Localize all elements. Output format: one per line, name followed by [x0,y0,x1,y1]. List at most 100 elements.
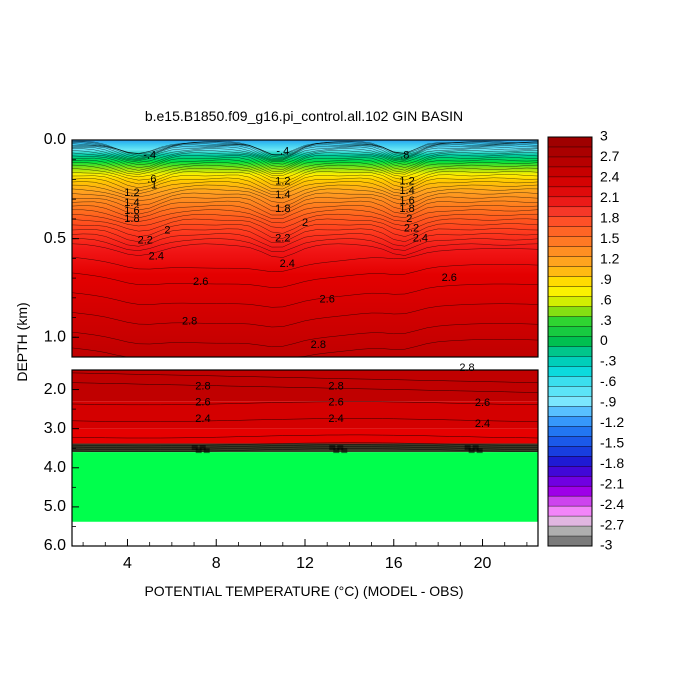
chart-title: b.e15.B1850.f09_g16.pi_control.all.102 G… [145,108,463,124]
upper-contour-line [71,228,539,243]
upper-contour-line [71,223,539,239]
depth-band [72,452,538,522]
contour-label: 2.2 [138,235,153,247]
colorbar-frame [547,136,593,547]
colorbar-swatch [547,396,593,407]
upper-contour-line [71,243,539,258]
upper-contour-line [71,177,539,193]
contour-label-cluster [203,448,210,454]
colorbar-swatch [547,146,593,158]
upper-contour-line [71,140,539,155]
colorbar-label: .3 [600,312,612,328]
upper-contour-line [71,248,539,273]
colorbar-swatch [547,246,593,258]
contour-label: 2.8 [195,380,210,392]
upper-contour-line [71,154,539,170]
contour-label: 1.4 [124,197,139,209]
colorbar-label: -.6 [600,373,617,389]
depth-band [72,370,538,402]
lower-contour-labels: 2.8 2.6 2.4 2.8 2.6 2.4 2.8 2.6 2.4 [195,362,490,430]
upper-contour-line [71,200,539,216]
colorbar-label: .9 [600,271,612,287]
upper-y-ticks: 0.0 0.5 1.0 [44,131,79,358]
upper-contour-line [71,181,539,195]
upper-contour-line [71,161,539,176]
contour-label: 2.2 [404,223,419,235]
contour-label: 1.8 [399,203,414,215]
contour-label: 1.6 [124,205,139,217]
contour-label: 1.2 [275,175,290,187]
colorbar-swatch [547,386,593,397]
contour-label: 2.4 [280,258,295,270]
colorbar-label: -1.2 [600,414,624,430]
colorbar-swatch [547,465,593,477]
upper-frame [71,139,539,358]
contour-label: 1.4 [399,185,414,197]
colorbar-swatch [547,535,593,547]
colorbar-label: -1.8 [600,455,624,471]
colorbar-label: 1.5 [600,230,620,246]
lower-contour-line [71,418,539,422]
colorbar-label: -3 [600,537,613,553]
colorbar-label: 1.8 [600,210,620,226]
upper-contour-line [71,196,539,212]
colorbar-swatch [547,136,593,148]
colorbar-swatch [547,226,593,238]
colorbar-swatch [547,276,593,288]
colorbar-swatch [547,266,593,278]
colorbar-label: 1.2 [600,250,620,266]
depth-band [72,428,538,444]
upper-contour-line [71,174,539,190]
lower-y-ticks: 2.0 3.0 4.0 5.0 6.0 [44,381,79,554]
upper-contour-line [71,159,539,174]
colorbar-label: -2.7 [600,516,624,532]
x-axis-ticks: 4 8 12 16 20 [82,539,528,572]
contour-label: .6 [147,173,156,185]
colorbar-label: -2.1 [600,475,624,491]
colorbar-swatch [547,256,593,268]
contour-label: 2.4 [413,233,428,245]
upper-contour-labels: -.4.611.21.41.61.822.22.42.62.8-.41.21.4… [124,146,457,351]
contour-label: 2.6 [475,397,490,409]
colorbar-swatch [547,176,593,188]
contour-label: 2.8 [182,315,197,327]
colorbar-swatch [547,366,593,377]
upper-contour-line [71,264,539,288]
y-tick-label: 5.0 [44,498,66,515]
upper-contour-line [71,213,539,229]
contour-label-cluster [191,445,198,451]
lower-contour-line [71,382,539,393]
contour-label: 1.2 [124,187,139,199]
colorbar-swatch [547,286,593,298]
contour-label-cluster [195,448,202,454]
colorbar-swatch [547,505,593,517]
upper-contour-line [71,323,539,348]
depth-band [72,443,538,453]
upper-contour-line [72,209,539,224]
y-tick-label: 3.0 [44,420,66,437]
upper-contour-line [71,184,539,199]
y-axis-label: DEPTH (km) [14,302,30,381]
x-tick-label: 8 [212,555,221,572]
colorbar-swatch [547,426,593,437]
contour-label: 1.8 [124,213,139,225]
contour-label: 2.4 [328,413,343,425]
upper-panel: -.4.611.21.41.61.822.22.42.62.8-.41.21.4… [44,131,539,358]
colorbar-swatch [547,296,593,308]
contour-label: 2.4 [195,413,210,425]
colorbar-swatch [547,206,593,218]
contour-label-cluster [333,448,340,454]
y-tick-label: 2.0 [44,381,66,398]
upper-contour-line [71,238,539,253]
y-tick-label: 0.5 [44,230,66,247]
contour-label-cluster [337,445,344,451]
contour-label: .8 [400,150,409,162]
lower-contour-line [71,442,539,447]
colorbar-swatch [547,406,593,417]
lower-contour-line [71,448,539,452]
upper-contour-lines [71,140,539,358]
upper-contour-line [71,192,539,208]
y-tick-label: 4.0 [44,459,66,476]
y-tick-label: 6.0 [44,537,66,554]
upper-contour-line [71,148,539,163]
